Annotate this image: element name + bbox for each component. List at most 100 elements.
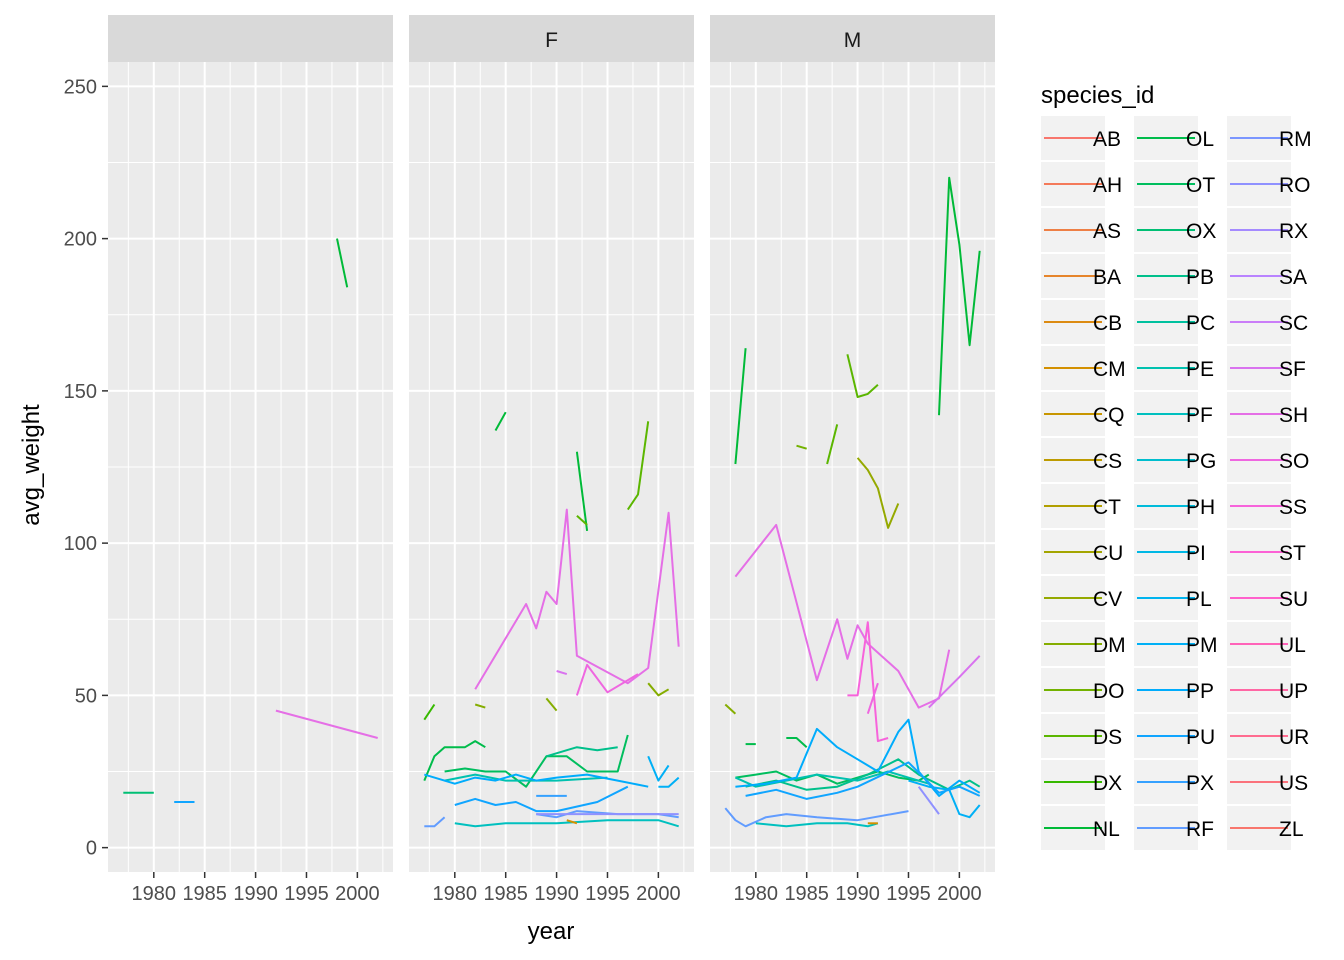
x-tick-label: 1995 xyxy=(284,883,329,905)
legend-label: RX xyxy=(1279,220,1308,243)
legend-label: SF xyxy=(1279,358,1306,381)
series-line-dm xyxy=(724,703,737,715)
series-line-dm xyxy=(545,697,558,712)
series-line-do xyxy=(796,444,807,450)
legend-label: AS xyxy=(1093,220,1121,243)
legend-label: PG xyxy=(1186,450,1216,473)
legend-item: SU xyxy=(1227,576,1308,620)
series-line-sf xyxy=(928,655,981,709)
legend-label: AB xyxy=(1093,128,1121,151)
series-line-ol xyxy=(786,737,808,748)
y-axis-title: avg_weight xyxy=(18,404,45,526)
legend-item: SC xyxy=(1227,300,1308,344)
facet-panel-M: M 1980 1985 1990 1995 2000 xyxy=(710,15,995,905)
series-line-pu xyxy=(454,785,629,813)
legend-item: UL xyxy=(1227,622,1306,666)
legend-label: SC xyxy=(1279,312,1308,335)
legend-label: RF xyxy=(1186,818,1214,841)
series-line-ds xyxy=(826,424,839,465)
legend-label: PX xyxy=(1186,772,1214,795)
series-line-ot xyxy=(735,770,930,785)
legend-label: CT xyxy=(1093,496,1121,519)
series-line-rf xyxy=(724,807,909,828)
x-tick-label: 1995 xyxy=(585,883,630,905)
x-tick-label: 1985 xyxy=(182,883,227,905)
facet-strip xyxy=(108,15,393,62)
x-tick-label: 1980 xyxy=(734,883,779,905)
legend-item: CQ xyxy=(1041,392,1125,436)
legend-item: SH xyxy=(1227,392,1308,436)
facet-panel-na: 1980 1985 1990 1995 2000 0 50 100 150 200 250 xyxy=(64,15,393,905)
legend-item: DM xyxy=(1041,622,1126,666)
x-tick-label: 2000 xyxy=(636,883,681,905)
legend-label: CS xyxy=(1093,450,1122,473)
legend-item: CU xyxy=(1041,530,1123,574)
legend: species_id AB AH AS BA CB CM CQ CS CT CU CV DM DO DS D… xyxy=(1041,82,1312,850)
legend-item: CB xyxy=(1041,300,1122,344)
legend-label: SH xyxy=(1279,404,1308,427)
series-line-dm xyxy=(474,703,486,709)
legend-item: NL xyxy=(1041,806,1120,850)
series-line-cm xyxy=(566,819,578,825)
legend-item: OL xyxy=(1134,116,1214,160)
legend-label: SO xyxy=(1279,450,1309,473)
series-line-cv xyxy=(856,457,900,529)
legend-item: PE xyxy=(1134,346,1214,390)
legend-label: PM xyxy=(1186,634,1218,657)
legend-label: UL xyxy=(1279,634,1306,657)
legend-label: PC xyxy=(1186,312,1215,335)
legend-label: CV xyxy=(1093,588,1122,611)
legend-item: PF xyxy=(1134,392,1213,436)
legend-item: RO xyxy=(1227,162,1311,206)
x-tick-label: 1985 xyxy=(483,883,528,905)
legend-item: RX xyxy=(1227,208,1308,252)
series-line-nl xyxy=(938,176,981,416)
legend-item: SF xyxy=(1227,346,1306,390)
legend-item: SS xyxy=(1227,484,1307,528)
x-tick-label: 2000 xyxy=(335,883,380,905)
series-line-ds xyxy=(576,514,588,526)
legend-item: ST xyxy=(1227,530,1306,574)
facet-strip xyxy=(409,15,694,62)
x-tick-label: 1985 xyxy=(784,883,829,905)
legend-label: DX xyxy=(1093,772,1122,795)
legend-label: PB xyxy=(1186,266,1214,289)
legend-label: SA xyxy=(1279,266,1307,289)
series-line-rf xyxy=(424,816,446,828)
legend-item: DS xyxy=(1041,714,1122,758)
legend-label: UR xyxy=(1279,726,1309,749)
series-line-nl xyxy=(336,238,349,288)
series-line-pm xyxy=(647,755,670,782)
legend-label: PL xyxy=(1186,588,1212,611)
series-line-pb xyxy=(546,746,618,758)
legend-label: PP xyxy=(1186,680,1214,703)
y-tick-label: 50 xyxy=(75,685,97,707)
x-tick-label: 1990 xyxy=(534,883,579,905)
x-tick-label: 1980 xyxy=(433,883,478,905)
legend-title: species_id xyxy=(1041,82,1154,109)
legend-item: PG xyxy=(1134,438,1216,482)
facet-panels: 1980 1985 1990 1995 2000050100150200250F1980… xyxy=(64,15,995,905)
legend-item: SA xyxy=(1227,254,1307,298)
series-line-pu xyxy=(745,761,981,800)
legend-label: UP xyxy=(1279,680,1308,703)
legend-item: RF xyxy=(1134,806,1214,850)
legend-label: RM xyxy=(1279,128,1312,151)
legend-item: RM xyxy=(1227,116,1312,160)
legend-label: SU xyxy=(1279,588,1308,611)
legend-item: ZL xyxy=(1227,806,1304,850)
series-line-sh xyxy=(275,709,378,739)
legend-item: UP xyxy=(1227,668,1308,712)
legend-item: US xyxy=(1227,760,1308,804)
legend-item: PC xyxy=(1134,300,1215,344)
series-line-ss xyxy=(847,621,889,743)
series-line-pf xyxy=(755,822,879,828)
legend-item: UR xyxy=(1227,714,1309,758)
x-tick-label: 1990 xyxy=(835,883,880,905)
y-tick-label: 250 xyxy=(64,76,97,98)
legend-label: CB xyxy=(1093,312,1122,335)
series-line-ds xyxy=(846,354,879,398)
x-tick-label: 1980 xyxy=(132,883,177,905)
legend-label: PI xyxy=(1186,542,1206,565)
